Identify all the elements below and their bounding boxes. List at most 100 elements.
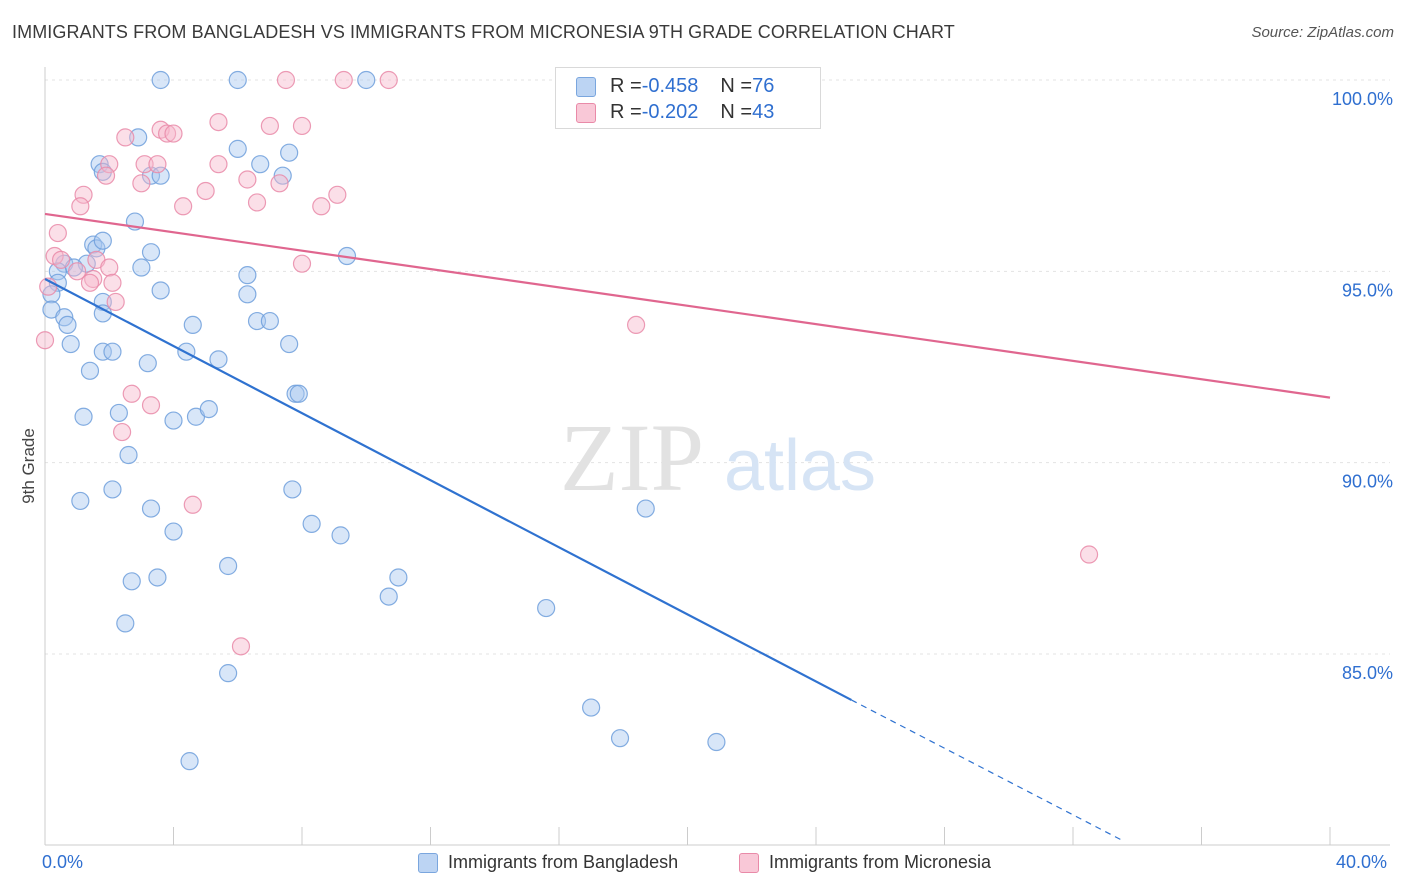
n-value: 76 [752, 75, 775, 97]
data-point [280, 334, 299, 354]
data-point [58, 315, 77, 335]
watermark-zip: ZIP [560, 404, 704, 511]
data-point [148, 568, 167, 587]
trend-line-bangladesh-extension [851, 699, 1125, 843]
data-point [379, 70, 398, 90]
data-point [707, 732, 726, 752]
data-point [164, 522, 183, 541]
trend-line-bangladesh [44, 278, 852, 701]
data-point [247, 311, 267, 331]
series-bangladesh-points [42, 70, 726, 771]
data-point [238, 285, 257, 304]
data-point [183, 315, 202, 335]
data-point [379, 587, 398, 606]
blue-swatch [576, 76, 596, 97]
data-point [119, 445, 138, 465]
data-point [48, 223, 67, 243]
stats-row-micronesia: R = -0.202 N = 43 [576, 101, 774, 124]
data-point [292, 254, 312, 273]
data-point [141, 499, 161, 518]
watermark-atlas: atlas [724, 426, 876, 506]
data-point [537, 598, 556, 618]
pink-swatch [576, 102, 596, 123]
data-point [138, 354, 157, 373]
data-point [106, 292, 125, 312]
chart-title: IMMIGRANTS FROM BANGLADESH VS IMMIGRANTS… [12, 22, 955, 42]
data-point [122, 384, 141, 403]
data-point [238, 170, 257, 189]
data-point [100, 155, 119, 174]
trend-line-micronesia [44, 212, 1331, 399]
y-tick-label: 95.0% [1342, 280, 1393, 300]
data-point [74, 185, 93, 204]
data-point [103, 273, 122, 292]
y-tick-label: 85.0% [1342, 663, 1393, 683]
data-point [1079, 545, 1099, 564]
data-point [122, 572, 141, 591]
data-point [61, 334, 80, 354]
data-point [129, 128, 148, 147]
data-point [93, 231, 112, 250]
data-point [180, 752, 199, 771]
data-point [302, 514, 321, 533]
data-point [164, 411, 183, 430]
data-point [389, 568, 408, 587]
stats-row-bangladesh: R = -0.458 N = 76 [576, 75, 774, 98]
data-point [280, 143, 299, 162]
r-value: -0.458 [641, 75, 699, 97]
data-point [289, 384, 308, 403]
source-label: Source: ZipAtlas.com [1251, 24, 1394, 41]
legend-item-micronesia[interactable]: Immigrants from Micronesia [739, 852, 991, 873]
trend-layer [44, 212, 1331, 843]
data-point [270, 174, 289, 193]
data-point [71, 491, 90, 511]
data-point [228, 70, 247, 90]
data-point [247, 193, 267, 212]
data-point [141, 396, 161, 415]
data-point [164, 124, 183, 143]
n-value: 43 [752, 101, 775, 123]
legend-item-bangladesh[interactable]: Immigrants from Bangladesh [418, 852, 678, 873]
bottom-legend: Immigrants from Bangladesh Immigrants fr… [0, 852, 1406, 878]
stats-legend: R = -0.458 N = 76 R = -0.202 N = 43 [555, 67, 821, 129]
data-point [183, 495, 202, 514]
data-point [357, 70, 376, 90]
data-point [103, 480, 122, 499]
legend-label-bangladesh: Immigrants from Bangladesh [448, 852, 679, 872]
data-point [582, 698, 601, 717]
data-point [96, 166, 116, 185]
data-point [151, 70, 170, 90]
data-point [116, 128, 135, 147]
data-point [109, 403, 128, 423]
data-point [148, 155, 167, 174]
data-point [196, 181, 215, 201]
data-point [71, 197, 90, 216]
data-point [132, 174, 151, 193]
data-point [151, 166, 170, 185]
data-point [157, 124, 177, 143]
data-point [251, 155, 270, 174]
data-point [141, 166, 161, 185]
y-tick-labels: 100.0% 95.0% 90.0% 85.0% [1332, 89, 1393, 683]
data-point [35, 331, 55, 350]
data-point [112, 422, 132, 442]
data-point [116, 614, 135, 633]
data-point [636, 499, 655, 518]
axis-layer [44, 67, 1390, 846]
data-point [68, 262, 87, 281]
data-point [51, 250, 71, 269]
data-point [219, 664, 238, 683]
data-point [228, 139, 247, 158]
data-point [231, 637, 251, 656]
data-point [276, 70, 296, 90]
data-point [328, 185, 347, 204]
y-tick-label: 100.0% [1332, 89, 1393, 109]
data-point [209, 112, 228, 132]
data-point [199, 399, 218, 419]
y-tick-label: 90.0% [1342, 472, 1393, 492]
data-point [80, 273, 100, 292]
n-label: N = [720, 75, 753, 97]
data-point [331, 526, 350, 545]
data-point [132, 258, 151, 277]
